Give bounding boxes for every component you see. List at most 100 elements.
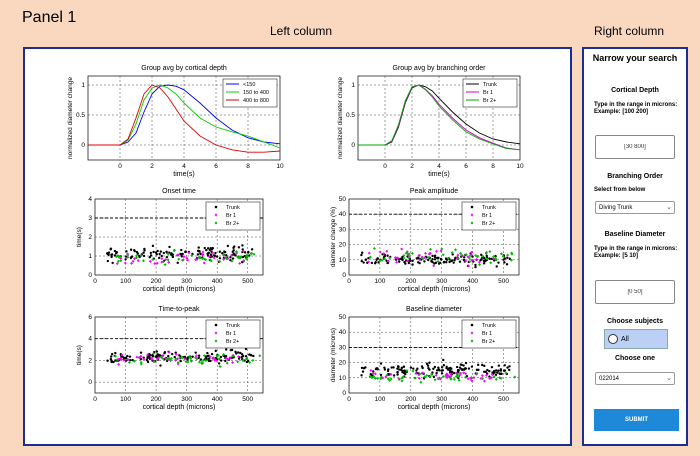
data-point [117,254,121,258]
chart-title: Group avg by cortical depth [141,65,227,72]
data-point [434,373,438,377]
data-point [207,251,210,255]
legend-swatch [470,331,474,335]
data-point [203,246,206,250]
data-point [168,245,171,249]
x-axis-label: time(s) [173,171,194,178]
data-point [509,258,513,262]
cortical-depth-input[interactable] [595,135,675,159]
chevron-down-icon: ⌄ [666,204,672,211]
data-point [198,360,202,364]
data-point [455,365,459,369]
data-point [129,248,133,251]
data-point [225,257,229,261]
data-point [483,364,486,368]
right-column: Narrow your search Cortical Depth Type i… [582,47,688,446]
data-point [167,354,170,358]
data-point [236,360,240,364]
data-point [245,360,249,364]
legend: Trunk Br 1 Br 2+ [205,201,261,231]
legend-swatch [470,221,474,225]
chart-1: Group avg by cortical depth 0 2 4 6 8 10 0 0.5 1 t… [67,65,284,178]
y-tick-label: 30 [339,344,347,351]
data-point [464,253,468,257]
data-point [244,254,248,258]
data-point [494,257,498,261]
submit-button[interactable]: SUBMIT [594,409,679,431]
data-point [145,358,149,362]
data-point [224,348,228,351]
data-point [150,356,154,360]
data-point [107,253,110,256]
data-point [202,261,206,265]
data-point [112,360,115,364]
data-point [461,368,464,372]
data-point [492,375,496,379]
data-point [187,251,191,255]
data-point [179,359,182,363]
y-tick-label: 1 [81,82,85,89]
data-point [467,367,471,370]
data-point [201,252,205,256]
data-point [169,253,173,256]
data-point [486,368,489,372]
data-point [163,263,167,267]
baseline-diameter-input[interactable] [595,280,675,304]
choose-subjects-title: Choose subjects [606,318,663,325]
data-point [169,359,173,363]
plot-marks [360,246,514,269]
branching-order-select[interactable]: Diving Trunk ⌄ [595,201,675,214]
data-point [160,356,164,360]
data-point [201,250,205,254]
y-tick-label: 50 [339,196,347,203]
data-point [503,364,506,367]
data-point [126,358,130,362]
data-point [402,253,406,257]
data-point [371,371,375,375]
data-point [510,252,514,256]
data-point [466,377,470,381]
data-point [130,261,134,265]
data-point [441,374,445,378]
legend: Trunk Br 1 Br 2+ [461,319,517,349]
subject-select[interactable]: 022014 ⌄ [595,372,675,385]
data-point [211,251,215,255]
data-point [160,257,164,261]
data-point [394,260,398,264]
data-point [204,358,208,362]
data-point [133,257,137,261]
x-tick-label: 0 [347,278,351,285]
data-point [460,253,464,257]
data-point [199,358,203,361]
data-point [489,261,493,265]
x-tick-label: 0 [383,163,387,170]
x-tick-label: 0 [347,396,351,403]
legend-swatch [214,221,218,225]
data-point [251,358,255,362]
data-point [206,247,210,250]
x-tick-label: 4 [182,163,186,170]
legend: Trunk Br 1 Br 2+ [205,319,261,349]
data-point [402,365,406,369]
y-tick-label: 30 [339,226,347,233]
data-point [421,371,425,375]
data-point [197,246,200,249]
data-point [474,253,478,257]
data-point [243,251,247,254]
data-point [241,255,245,259]
data-point [204,258,208,262]
chart-5: Time-to-peak 0 100 200 300 400 500 0 2 4 6 cortical… [76,306,264,411]
data-point [400,379,404,383]
data-point [484,370,487,373]
data-point [449,372,453,376]
all-subjects-radio[interactable]: All [604,329,668,349]
legend-label: Trunk [482,323,496,329]
x-tick-label: 6 [214,163,218,170]
data-point [200,361,204,365]
y-tick-label: 2 [88,234,92,241]
data-point [463,256,466,259]
data-point [367,257,370,260]
data-point [110,253,113,257]
data-point [497,369,500,372]
data-point [426,258,430,262]
